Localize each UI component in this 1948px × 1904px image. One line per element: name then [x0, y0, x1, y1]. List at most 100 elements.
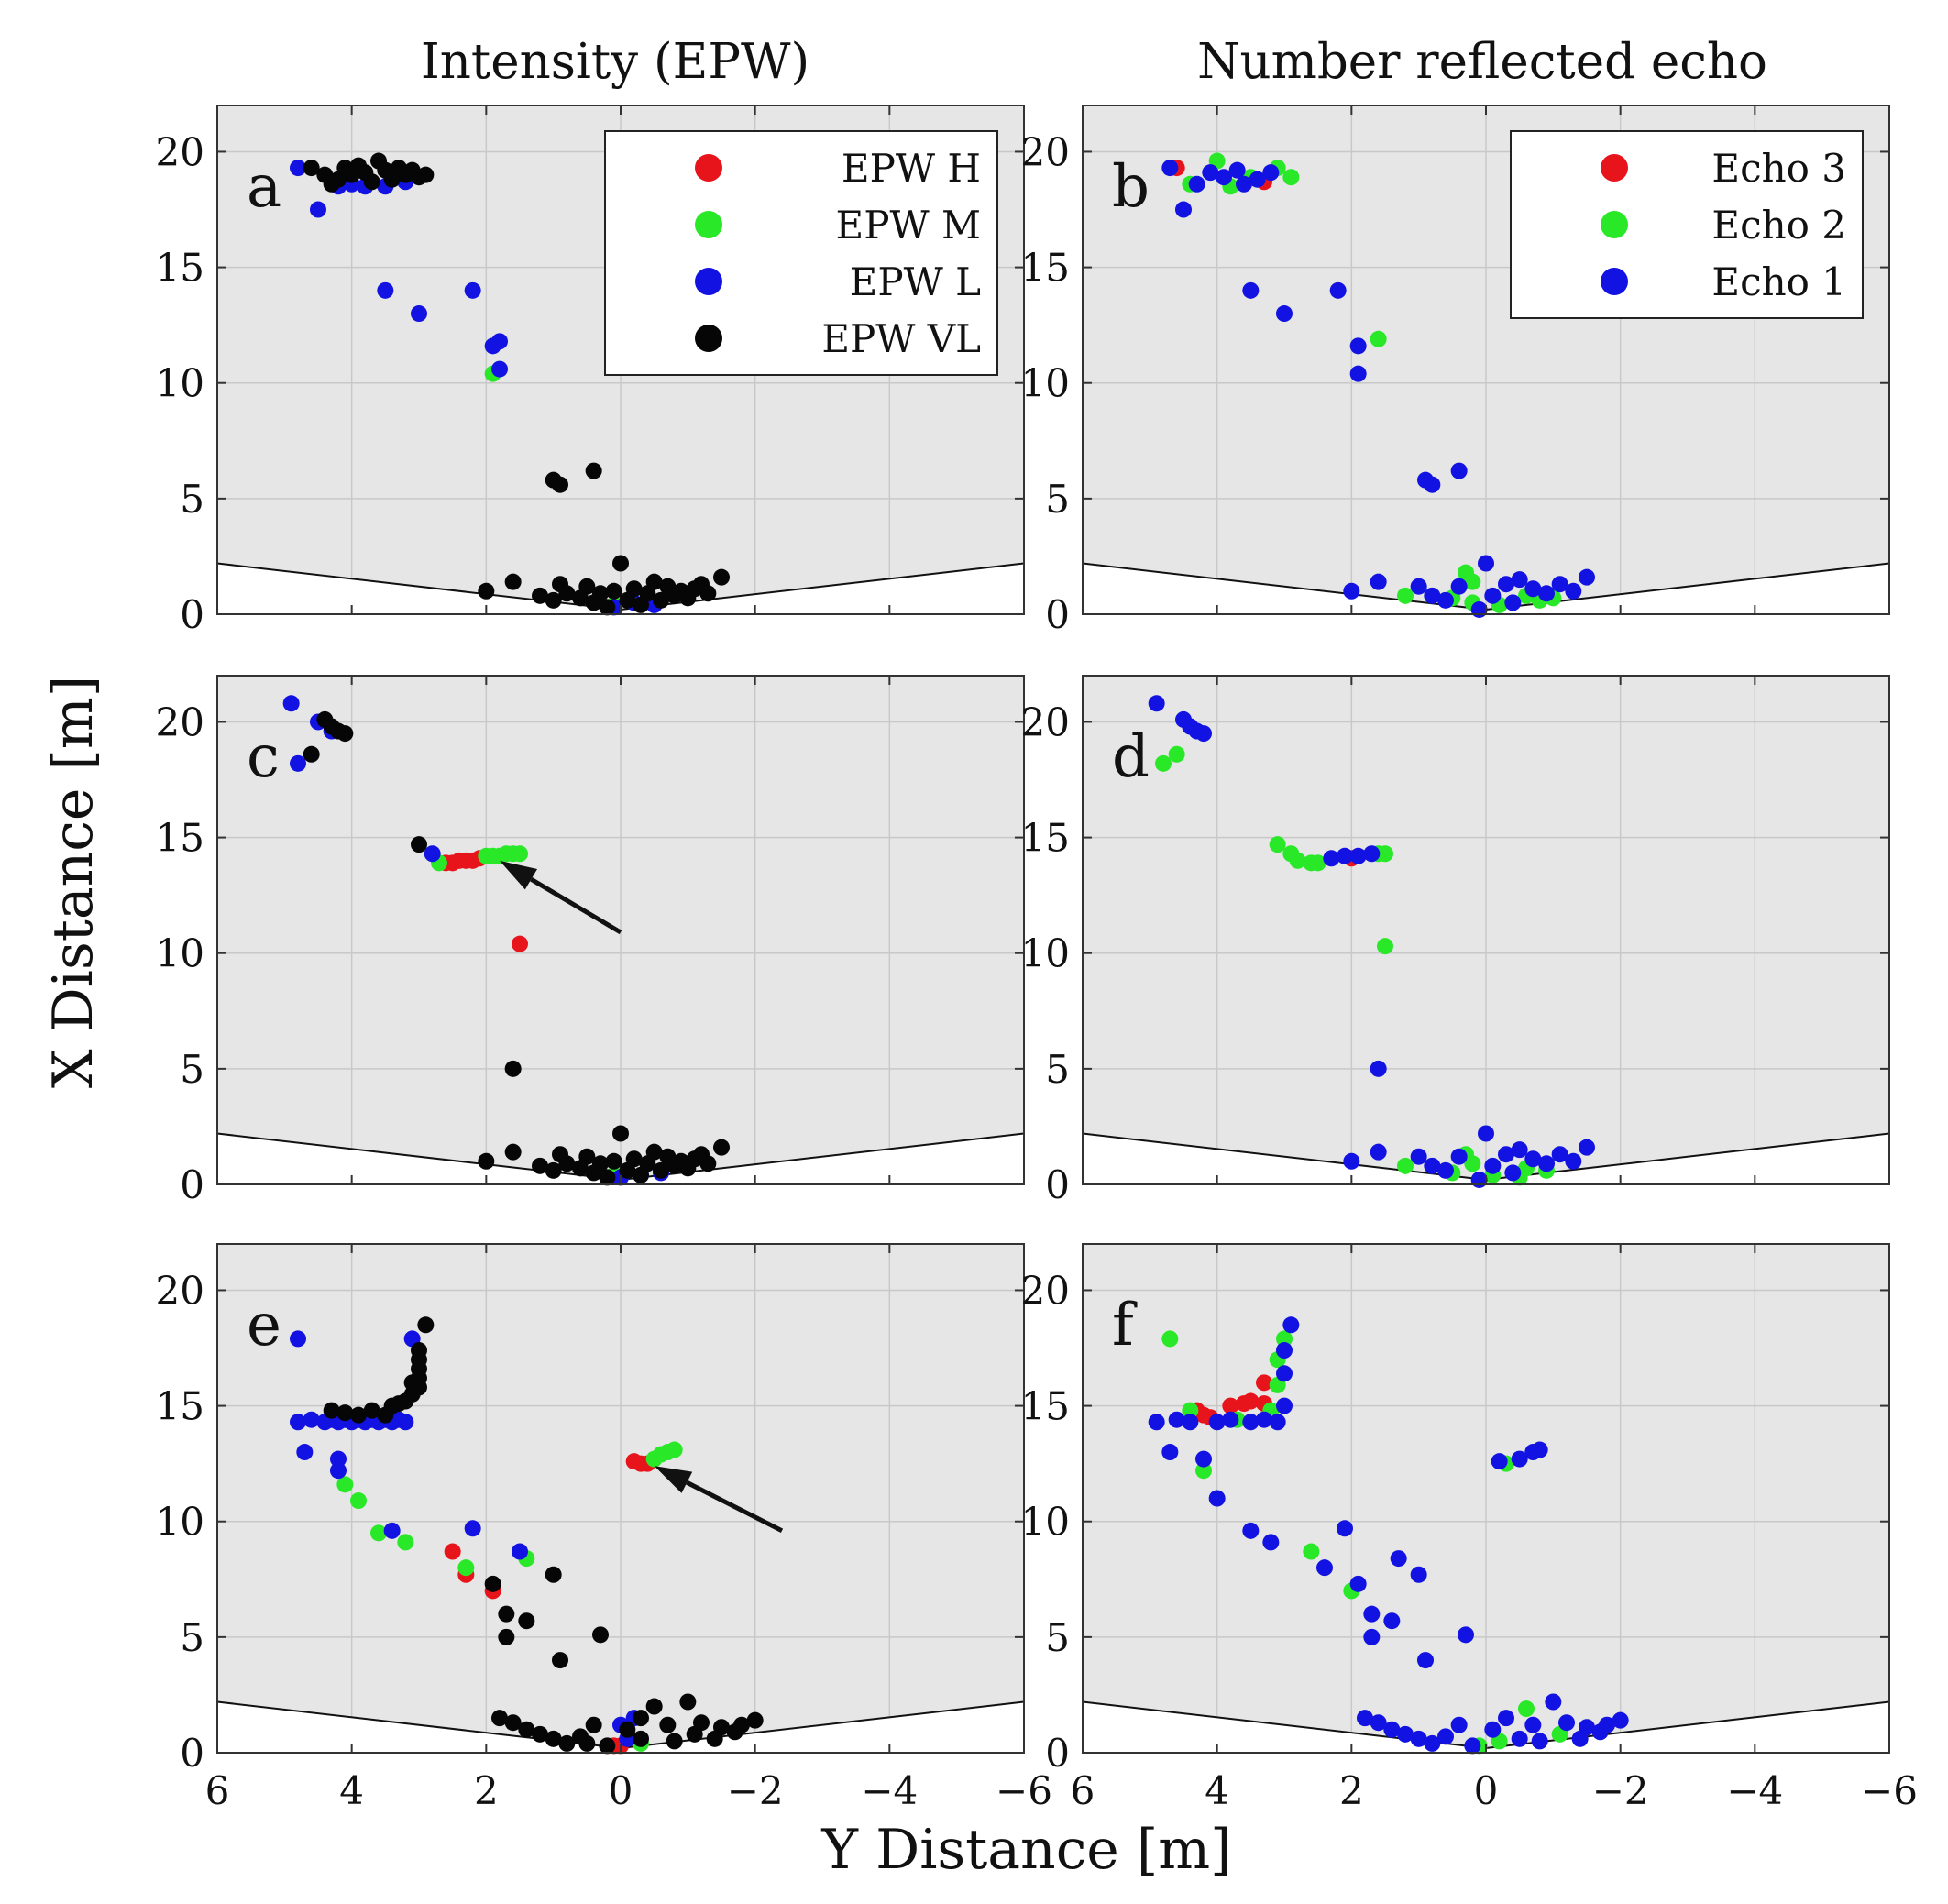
data-point [290, 1414, 306, 1431]
data-point [377, 281, 394, 299]
arrow-head [654, 1466, 693, 1493]
data-point [330, 1450, 347, 1468]
data-point [1228, 161, 1246, 179]
data-point [599, 1737, 616, 1755]
data-point [1363, 1628, 1381, 1645]
y-tick-label: 5 [180, 477, 204, 522]
data-point [1262, 164, 1280, 182]
y-tick-label: 5 [1045, 1047, 1070, 1092]
x-axis-label: Y Distance [m] [820, 1818, 1231, 1882]
legend-marker [695, 325, 722, 352]
data-point [512, 1543, 528, 1560]
arrow-annotation [654, 1466, 784, 1534]
data-point [1538, 585, 1555, 602]
data-point [699, 585, 717, 602]
data-point [1464, 1737, 1481, 1755]
data-point [504, 573, 522, 590]
y-tick-label: 15 [1021, 246, 1070, 291]
data-point [491, 1710, 508, 1727]
data-point [1161, 1444, 1179, 1461]
data-point [1484, 1721, 1502, 1738]
data-point [545, 1161, 562, 1179]
series-epw-vl [303, 152, 730, 616]
panel-letter: b [1112, 153, 1150, 221]
y-tick-label: 0 [180, 1731, 204, 1776]
panel-a: 0 5 10 15 20 a EPW H EPW M EPW L EPW VL [156, 105, 1025, 637]
legend-label: Echo 2 [1711, 203, 1846, 248]
data-point [1269, 1414, 1286, 1431]
data-point [1504, 594, 1522, 611]
data-point [1208, 1490, 1226, 1507]
data-point [1579, 1139, 1595, 1156]
data-point [290, 754, 306, 772]
data-point [552, 1652, 568, 1669]
data-point [693, 1714, 710, 1732]
data-point [558, 585, 576, 602]
fov-region [1083, 1133, 1889, 1184]
arrow-shaft [530, 877, 622, 935]
data-point [653, 591, 669, 609]
data-point [518, 1721, 535, 1738]
data-point [1545, 1693, 1562, 1711]
data-point [1383, 1612, 1401, 1630]
data-point [336, 1476, 354, 1493]
data-point [1504, 1164, 1522, 1182]
legend-marker [695, 268, 722, 295]
y-tick-label: 15 [156, 246, 204, 291]
x-tick-label: 6 [1071, 1768, 1095, 1813]
y-tick-label: 0 [180, 1162, 204, 1207]
data-point [1397, 1157, 1414, 1174]
data-point [1531, 1733, 1548, 1750]
legend-box [604, 130, 998, 376]
legend-echo: Echo 3 Echo 2 Echo 1 [1510, 130, 1864, 319]
data-point [1464, 573, 1481, 590]
series-epw-vl [323, 1316, 764, 1755]
data-point [612, 1125, 629, 1142]
data-point [1424, 476, 1441, 493]
legend-label: EPW H [842, 146, 981, 191]
x-tick-label: 0 [609, 1768, 633, 1813]
y-axis-label: X Distance [m] [41, 676, 105, 1088]
data-point [612, 555, 629, 572]
data-point [417, 166, 435, 183]
fov-region [217, 1133, 1024, 1184]
data-point [1464, 1155, 1481, 1172]
data-point [1276, 1365, 1293, 1382]
data-point [633, 1730, 649, 1747]
data-point [1450, 1148, 1468, 1165]
data-point [1470, 1171, 1488, 1188]
data-point [1148, 1414, 1165, 1431]
x-tick-label: −4 [1726, 1768, 1783, 1813]
data-point [1343, 582, 1360, 600]
legend-marker [1601, 268, 1628, 295]
data-point [417, 1316, 435, 1334]
data-point [1437, 1161, 1454, 1179]
data-point [645, 1698, 663, 1715]
data-point [1329, 281, 1347, 299]
data-point [532, 1157, 548, 1174]
panel-letter: c [247, 723, 280, 791]
data-point [1222, 1411, 1239, 1428]
data-point [1337, 1520, 1353, 1537]
y-tick-label: 10 [156, 361, 204, 406]
data-point [491, 360, 508, 378]
data-point [411, 305, 427, 323]
data-point [1579, 568, 1595, 586]
legend-marker [695, 154, 722, 182]
panel-b: 0 5 10 15 20 b Echo 3 Echo 2 Echo 1 [1021, 105, 1890, 637]
data-point [290, 160, 306, 177]
data-point [1202, 164, 1219, 182]
data-point [545, 591, 562, 609]
y-tick-label: 20 [1021, 699, 1070, 744]
data-point [350, 1492, 367, 1510]
y-tick-label: 20 [1021, 1268, 1070, 1313]
y-tick-label: 20 [156, 1268, 204, 1313]
fov-region [1083, 563, 1889, 614]
series-epw-vl [303, 710, 730, 1186]
data-point [713, 1719, 730, 1736]
data-point [478, 1152, 495, 1170]
data-point [1303, 1543, 1320, 1560]
data-point [592, 1155, 609, 1172]
series-echo-1 [1148, 1316, 1629, 1755]
